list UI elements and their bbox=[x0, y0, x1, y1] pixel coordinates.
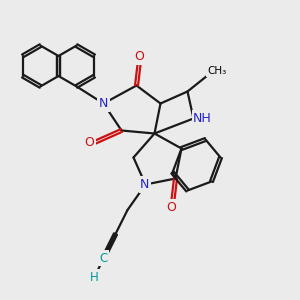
Text: NH: NH bbox=[193, 112, 212, 125]
Text: O: O bbox=[166, 201, 176, 214]
Text: H: H bbox=[90, 271, 99, 284]
Text: N: N bbox=[99, 97, 108, 110]
Text: O: O bbox=[135, 50, 144, 64]
Text: O: O bbox=[84, 136, 94, 149]
Text: CH₃: CH₃ bbox=[208, 65, 227, 76]
Text: N: N bbox=[140, 178, 150, 191]
Text: C: C bbox=[99, 251, 108, 265]
